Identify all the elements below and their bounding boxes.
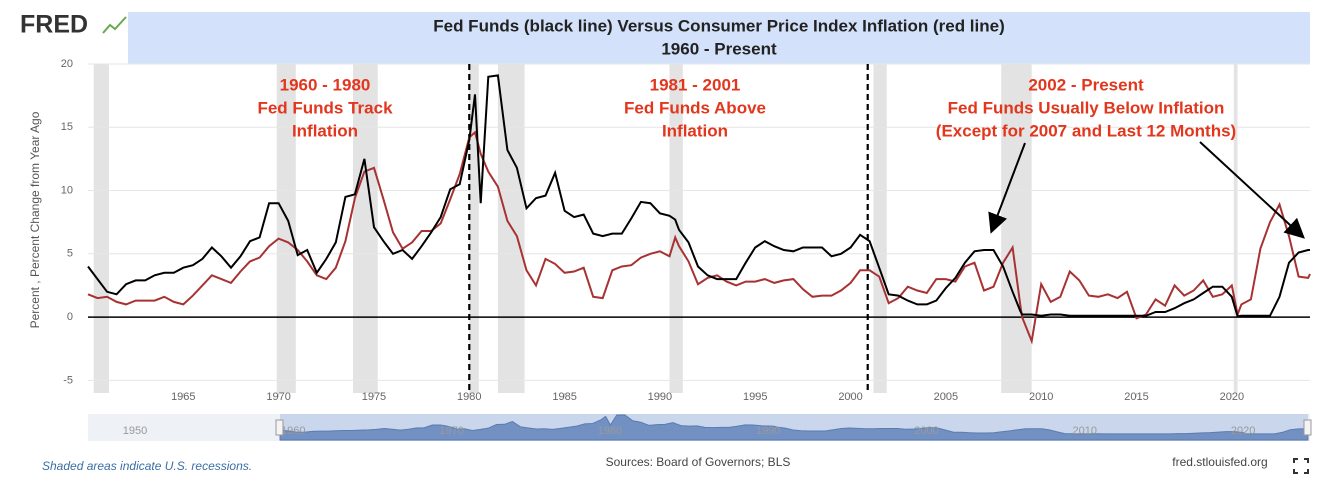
- y-tick-label: 20: [61, 58, 73, 70]
- series-line: [87, 130, 1311, 345]
- navigator-label: 1960: [281, 425, 305, 437]
- y-tick-label: 15: [61, 121, 73, 133]
- y-tick-label: 0: [67, 311, 73, 323]
- recession-band: [873, 64, 887, 393]
- annotation: Inflation: [292, 121, 358, 140]
- navigator-label: 2000: [914, 425, 938, 437]
- series-line: [87, 74, 1310, 318]
- chart-subtitle: 1960 - Present: [661, 39, 777, 58]
- chart-title: Fed Funds (black line) Versus Consumer P…: [433, 16, 1005, 35]
- recession-band: [276, 64, 296, 393]
- recession-band: [93, 64, 109, 393]
- navigator-label: 1980: [598, 425, 622, 437]
- recession-note: Shaded areas indicate U.S. recessions.: [42, 459, 252, 473]
- y-tick-label: 10: [61, 184, 73, 196]
- annotation: (Except for 2007 and Last 12 Months): [936, 121, 1236, 140]
- logo-icon: [102, 16, 127, 34]
- y-axis-label: Percent , Percent Change from Year Ago: [28, 111, 42, 328]
- navigator-handle[interactable]: [1303, 419, 1312, 436]
- annotation: Fed Funds Track: [257, 98, 393, 117]
- navigator-content: 1950 1960 1970 1980 1990 2000 2010 2020: [123, 414, 1309, 441]
- navigator-label: 2020: [1231, 425, 1255, 437]
- y-tick-label: -5: [63, 374, 73, 386]
- navigator-label: 1990: [756, 425, 780, 437]
- recession-band: [669, 64, 683, 393]
- fullscreen-icon[interactable]: [1293, 458, 1309, 474]
- navigator-area: [279, 414, 1309, 441]
- annotation: Fed Funds Above: [624, 98, 766, 117]
- navigator-label: 1950: [123, 425, 147, 437]
- sources: Sources: Board of Governors; BLS: [606, 455, 791, 469]
- title-band: [128, 12, 1310, 64]
- recession-band: [352, 64, 378, 393]
- annotation: Inflation: [662, 121, 728, 140]
- annotation: 2002 - Present: [1028, 75, 1144, 94]
- recession-band: [469, 64, 479, 393]
- navigator-label: 1970: [439, 425, 463, 437]
- navigator-label: 2010: [1073, 425, 1097, 437]
- arrow: [988, 142, 1026, 234]
- arrow: [1199, 141, 1305, 239]
- site-link[interactable]: fred.stlouisfed.org: [1172, 455, 1267, 469]
- navigator-handle[interactable]: [275, 419, 284, 436]
- logo: FRED: [20, 11, 88, 39]
- y-tick-label: 5: [67, 248, 73, 260]
- annotation: 1981 - 2001: [650, 75, 741, 94]
- annotation: Fed Funds Usually Below Inflation: [948, 98, 1225, 117]
- recession-band: [1233, 64, 1238, 393]
- annotation: 1960 - 1980: [280, 75, 371, 94]
